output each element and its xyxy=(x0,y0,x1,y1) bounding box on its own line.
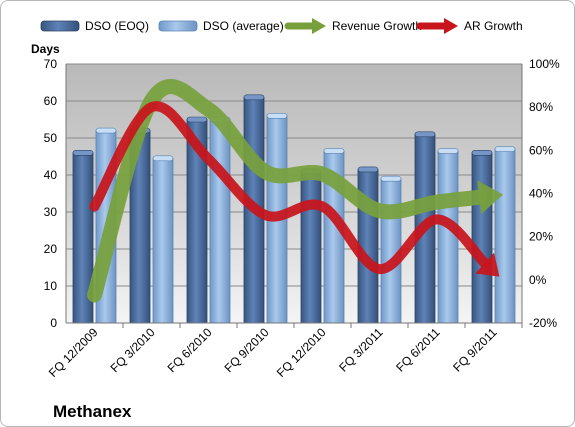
y-right-tick-label: 60% xyxy=(529,143,553,157)
y-left-tick-label: 10 xyxy=(44,279,58,293)
y-left-tick-label: 70 xyxy=(44,57,58,71)
bar-top-dso-average xyxy=(380,175,402,182)
bar-dso-average xyxy=(437,150,459,324)
growth-lines-layer xyxy=(87,79,504,303)
ar-growth-arrowhead xyxy=(475,252,500,277)
bar-top-dso-average xyxy=(266,113,288,119)
bar-top-dso-average xyxy=(323,148,345,154)
legend-swatch-dso-eoq xyxy=(40,20,80,32)
legend-label-dso-eoq: DSO (EOQ) xyxy=(85,19,149,33)
ar-growth-line xyxy=(89,101,490,275)
x-tick-label: FQ 3/2011 xyxy=(336,325,386,375)
y-left-tick-label: 20 xyxy=(44,242,58,256)
bar-dso-average xyxy=(209,119,231,324)
bar-dso-average xyxy=(152,157,174,324)
bar-top-dso-eoq xyxy=(186,116,208,123)
y-right-tick-label: 40% xyxy=(529,187,553,201)
legend-arrow-revenue-growth xyxy=(312,18,326,34)
bar-top-dso-average xyxy=(95,127,117,134)
x-tick-label: FQ 6/2010 xyxy=(165,325,215,375)
revenue-growth-arrowhead xyxy=(477,180,504,215)
bar-top-dso-eoq xyxy=(72,150,94,156)
x-tick-label: FQ 12/2009 xyxy=(46,325,101,380)
x-tick-label: FQ 9/2010 xyxy=(222,325,272,375)
x-tick-label: FQ 9/2011 xyxy=(450,325,500,375)
y-left-axis-title: Days xyxy=(31,42,60,56)
bar-top-dso-eoq xyxy=(414,131,436,138)
bar-dso-eoq xyxy=(300,170,322,324)
y-right-tick-label: 0% xyxy=(529,273,547,287)
bar-top-dso-eoq xyxy=(471,150,493,156)
bar-top-dso-eoq xyxy=(243,94,265,101)
legend-swatch-dso-average xyxy=(158,20,198,32)
bar-dso-eoq xyxy=(471,152,493,324)
y-right-tick-label: 20% xyxy=(529,230,553,244)
x-tick-label: FQ 3/2010 xyxy=(108,325,158,375)
y-left-tick-label: 30 xyxy=(44,205,58,219)
bar-top-dso-average xyxy=(437,148,459,154)
bar-dso-average xyxy=(494,148,516,324)
legend-label-dso-average: DSO (average) xyxy=(203,19,284,33)
y-left-tick-label: 50 xyxy=(44,131,58,145)
y-left-tick-label: 0 xyxy=(50,316,57,330)
bar-top-dso-average xyxy=(152,155,174,162)
y-right-tick-label: -20% xyxy=(529,316,557,330)
y-right-tick-label: 100% xyxy=(529,57,560,71)
y-left-tick-label: 40 xyxy=(44,168,58,182)
x-tick-label: FQ 12/2010 xyxy=(274,325,329,380)
y-left-tick-label: 60 xyxy=(44,94,58,108)
legend: DSO (EOQ) DSO (average) Revenue Growth AR G… xyxy=(40,18,523,34)
legend-arrow-ar-growth xyxy=(444,18,458,34)
bar-top-dso-average xyxy=(494,146,516,152)
bar-top-dso-eoq xyxy=(357,166,379,173)
x-tick-label: FQ 6/2011 xyxy=(393,325,443,375)
company-title: Methanex xyxy=(53,402,132,421)
legend-label-ar-growth: AR Growth xyxy=(464,19,523,33)
legend-label-revenue-growth: Revenue Growth xyxy=(332,19,422,33)
y-right-tick-label: 80% xyxy=(529,100,553,114)
